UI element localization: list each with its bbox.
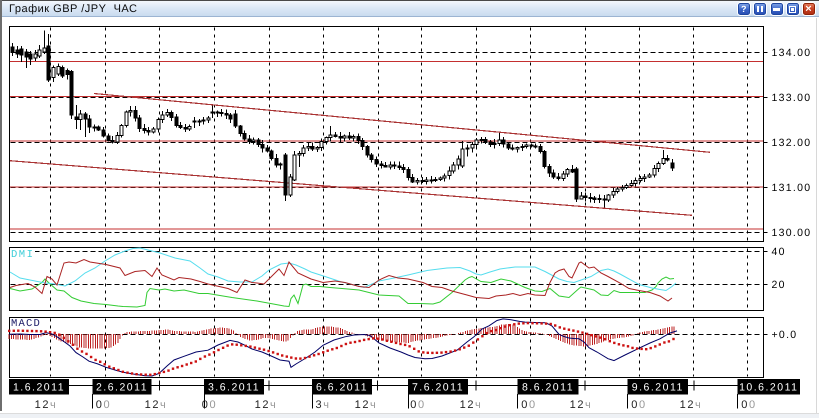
svg-text:133.00: 133.00: [772, 92, 812, 104]
svg-text:134.00: 134.00: [772, 47, 812, 59]
svg-text:130.00: 130.00: [772, 227, 812, 239]
svg-text:12ч: 12ч: [570, 399, 593, 411]
svg-text:00: 00: [96, 399, 111, 411]
svg-text:00: 00: [631, 399, 646, 411]
svg-text:7.6.2011: 7.6.2011: [412, 382, 464, 394]
svg-text:12ч: 12ч: [35, 399, 58, 411]
svg-text:00: 00: [741, 399, 756, 411]
svg-text:12ч: 12ч: [460, 399, 483, 411]
svg-text:2.6.2011: 2.6.2011: [96, 382, 148, 394]
svg-text:132.00: 132.00: [772, 137, 812, 149]
svg-text:12ч: 12ч: [680, 399, 703, 411]
svg-text:12ч: 12ч: [255, 399, 278, 411]
svg-text:00: 00: [202, 399, 217, 411]
svg-text:9.6.2011: 9.6.2011: [632, 382, 684, 394]
svg-text:1.6.2011: 1.6.2011: [13, 382, 65, 394]
svg-text:MACD: MACD: [11, 318, 41, 330]
svg-text:00: 00: [410, 399, 425, 411]
svg-text:10.6.2011: 10.6.2011: [739, 382, 798, 394]
svg-text:12ч: 12ч: [355, 399, 378, 411]
svg-text:40: 40: [772, 246, 786, 258]
svg-text:DMI: DMI: [11, 249, 34, 261]
svg-text:20: 20: [772, 279, 786, 291]
svg-text:12ч: 12ч: [145, 399, 168, 411]
svg-text:00: 00: [521, 399, 536, 411]
svg-text:6.6.2011: 6.6.2011: [316, 382, 368, 394]
svg-text:3.6.2011: 3.6.2011: [208, 382, 260, 394]
svg-text:3ч: 3ч: [315, 399, 330, 411]
svg-text:+0.0: +0.0: [772, 329, 798, 341]
svg-text:131.00: 131.00: [772, 182, 812, 194]
svg-text:8.6.2011: 8.6.2011: [522, 382, 574, 394]
